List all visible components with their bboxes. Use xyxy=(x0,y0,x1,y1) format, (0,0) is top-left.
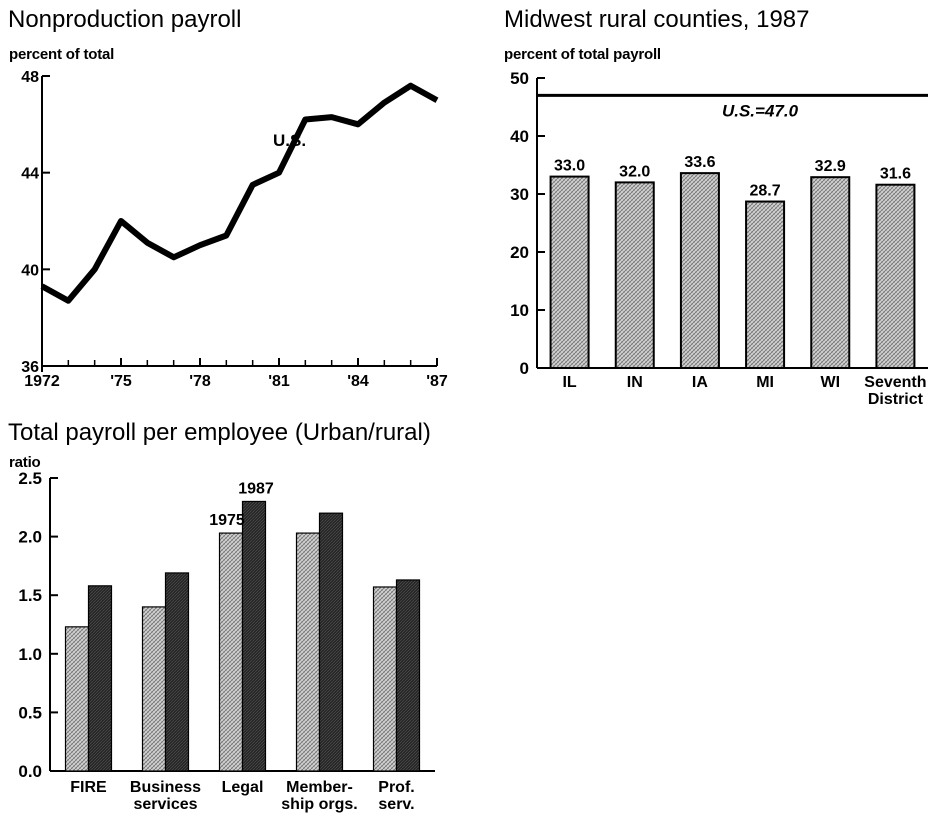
state-bar-value-label: 32.0 xyxy=(619,163,650,180)
us-series-label: U.S. xyxy=(273,131,306,150)
line-x-tick-label: '87 xyxy=(426,373,448,390)
series-label-1987: 1987 xyxy=(238,480,274,497)
ratio-category-label: Prof. xyxy=(378,779,414,796)
line-x-tick-label: '75 xyxy=(110,373,132,390)
state-y-tick-label: 20 xyxy=(510,243,529,262)
ratio-y-tick-label: 0.5 xyxy=(18,703,42,722)
line-chart-ylabel: percent of total xyxy=(9,46,115,63)
us-reference-label: U.S.=47.0 xyxy=(722,101,799,120)
state-bar xyxy=(745,200,786,369)
series-label-1975: 1975 xyxy=(209,512,245,529)
state-category-label: Seventh xyxy=(864,374,926,391)
us-series-line xyxy=(40,82,439,304)
state-bar xyxy=(875,183,916,369)
state-y-tick-label: 50 xyxy=(510,69,529,88)
state-y-tick-label: 0 xyxy=(520,359,529,378)
state-category-label: District xyxy=(868,391,924,408)
ratio-y-tick-label: 0.0 xyxy=(18,762,42,781)
ratio-bar-1987 xyxy=(164,572,190,772)
state-category-label: MI xyxy=(756,374,774,391)
state-y-tick-label: 10 xyxy=(510,301,529,320)
ratio-bar-1987 xyxy=(241,500,267,772)
state-bar xyxy=(679,172,720,369)
ratio-bar-1975 xyxy=(295,532,321,772)
line-y-tick-label: 44 xyxy=(21,166,39,183)
ratio-category-label: Legal xyxy=(222,779,264,796)
ratio-category-label: Business xyxy=(130,779,201,796)
ratio-category-label: Member- xyxy=(286,779,353,796)
ratio-bar-1975 xyxy=(218,532,244,772)
bar-chart-title: Midwest rural counties, 1987 xyxy=(504,6,810,33)
ratio-bar-1975 xyxy=(372,586,398,772)
ratio-category-label: services xyxy=(133,796,197,813)
ratio-bar-1975 xyxy=(64,626,90,772)
state-bar-value-label: 28.7 xyxy=(750,183,781,200)
ratio-category-label: FIRE xyxy=(70,779,107,796)
ratio-bar-1975 xyxy=(141,606,167,772)
state-category-label: IA xyxy=(692,374,708,391)
ratio-bar-1987 xyxy=(318,512,344,772)
line-x-tick-label: '84 xyxy=(347,373,369,390)
bar-chart-ylabel: percent of total payroll xyxy=(504,46,661,63)
ratio-category-label: serv. xyxy=(378,796,414,813)
ratio-y-tick-label: 2.5 xyxy=(18,469,42,488)
ratio-category-label: ship orgs. xyxy=(281,796,357,813)
state-bar-value-label: 33.6 xyxy=(684,154,715,171)
grouped-chart-ylabel: ratio xyxy=(9,454,41,471)
ratio-y-tick-label: 2.0 xyxy=(18,528,42,547)
ratio-bar-1987 xyxy=(87,585,113,772)
line-x-tick-label: '78 xyxy=(189,373,211,390)
state-bar xyxy=(549,175,590,369)
grouped-chart-title: Total payroll per employee (Urban/rural) xyxy=(8,419,431,446)
state-bar xyxy=(810,176,851,369)
state-y-tick-label: 30 xyxy=(510,185,529,204)
line-y-tick-label: 40 xyxy=(21,262,39,279)
state-bar xyxy=(614,181,655,369)
state-category-label: IL xyxy=(562,374,576,391)
state-bar-value-label: 31.6 xyxy=(880,166,911,183)
state-bar-value-label: 32.9 xyxy=(815,158,846,175)
ratio-y-tick-label: 1.5 xyxy=(18,586,42,605)
ratio-y-tick-label: 1.0 xyxy=(18,645,42,664)
ratio-bar-1987 xyxy=(395,579,421,772)
line-chart-title: Nonproduction payroll xyxy=(8,6,242,33)
line-y-tick-label: 48 xyxy=(21,69,39,86)
state-category-label: IN xyxy=(627,374,643,391)
state-bar-value-label: 33.0 xyxy=(554,158,585,175)
state-category-label: WI xyxy=(820,374,840,391)
line-x-tick-label: '81 xyxy=(268,373,290,390)
line-y-tick-label: 36 xyxy=(21,359,39,376)
line-x-tick-label: 1972 xyxy=(24,373,60,390)
state-y-tick-label: 40 xyxy=(510,127,529,146)
